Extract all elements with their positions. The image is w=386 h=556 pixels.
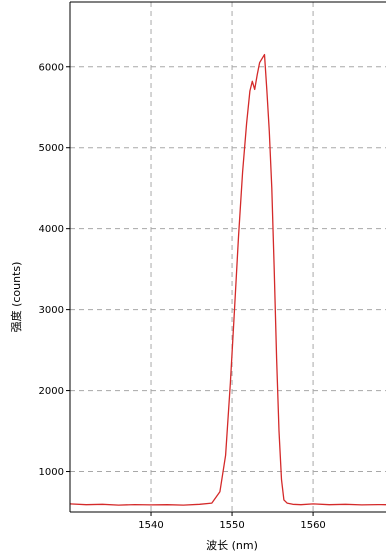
plot-area [70, 2, 386, 512]
frame-layer [69, 1, 386, 513]
y-axis-label: 强度 (counts) [9, 262, 23, 333]
y-tick-label: 6000 [39, 62, 64, 73]
tick-layer: 1540 1550 1560 1000 2000 3000 4000 5000 6000 [39, 62, 326, 531]
y-tick-label: 2000 [39, 386, 64, 397]
grid-layer [70, 2, 386, 512]
y-tick-label: 4000 [39, 224, 64, 235]
x-axis-label: 波长 (nm) [206, 539, 258, 552]
x-tick-label: 1550 [219, 520, 244, 531]
y-tick-label: 1000 [39, 467, 64, 478]
y-tick-label: 5000 [39, 143, 64, 154]
series-layer [69, 53, 386, 506]
x-tick-label: 1560 [300, 520, 325, 531]
spectrum-line [69, 53, 386, 506]
y-tick-label: 3000 [39, 305, 64, 316]
x-tick-label: 1540 [138, 520, 163, 531]
